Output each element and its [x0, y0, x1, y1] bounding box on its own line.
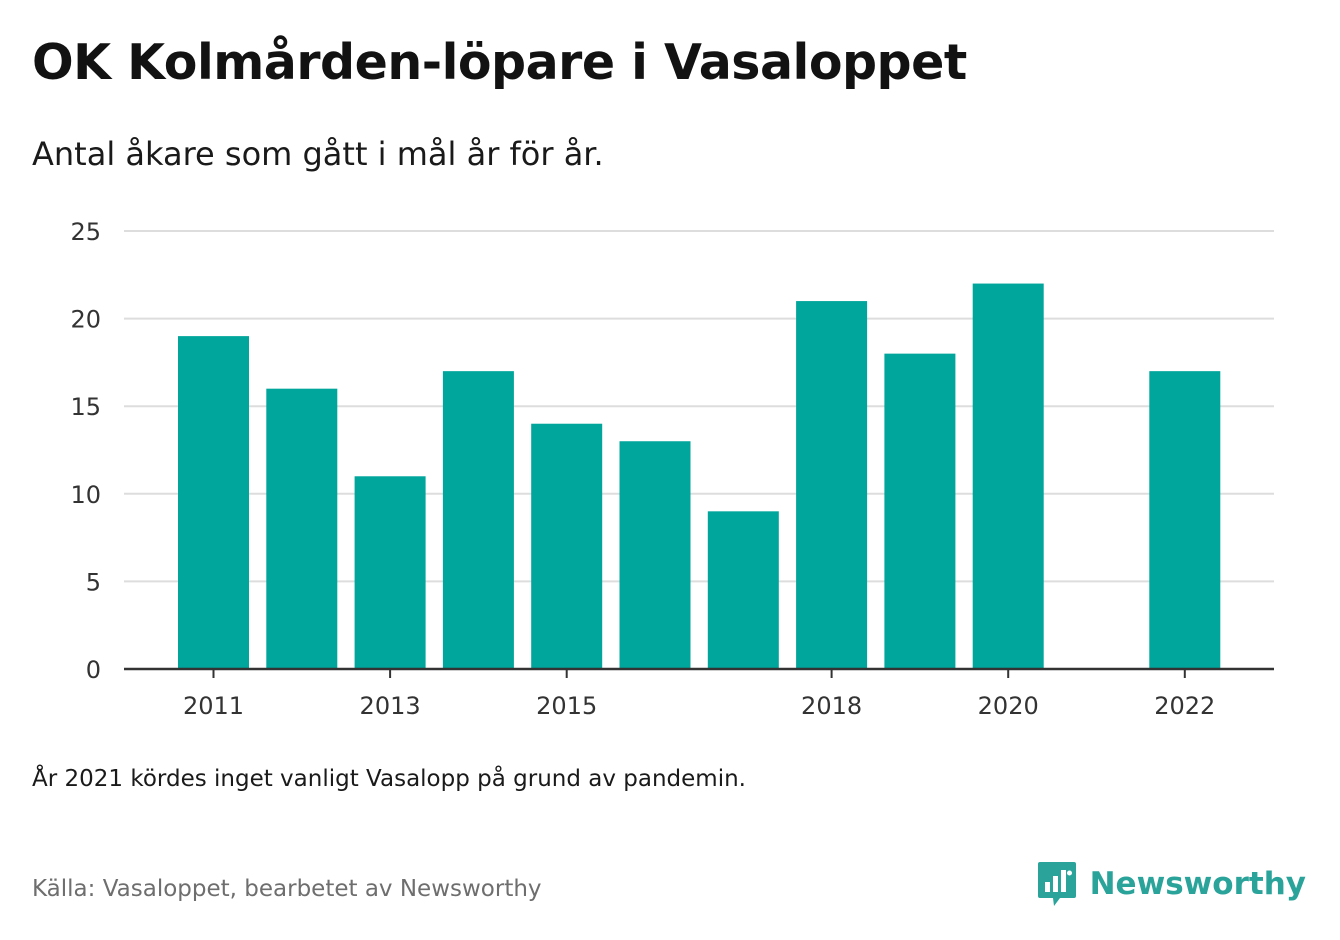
x-tick-label-2020: 2020: [978, 692, 1039, 720]
bar-2020: [972, 283, 1044, 669]
chart-subtitle: Antal åkare som gått i mål år för år.: [32, 135, 604, 173]
brand-logo: Newsworthy: [1036, 860, 1306, 908]
x-tick-label-2011: 2011: [183, 692, 244, 720]
bar-2019: [884, 353, 956, 669]
brand-name: Newsworthy: [1089, 866, 1306, 902]
bar-2011: [178, 336, 249, 669]
y-tick-label-20: 20: [70, 306, 101, 334]
x-tick-label-2022: 2022: [1154, 692, 1215, 720]
bar-2013: [354, 476, 426, 669]
chart-footnote: År 2021 kördes inget vanligt Vasalopp på…: [32, 766, 746, 792]
y-tick-label-0: 0: [86, 656, 101, 684]
bar-chart-speech-bubble-icon: [1037, 862, 1076, 906]
bar-2022: [1149, 371, 1221, 669]
bar-chart: 0 5 10 15 20 25 2011 2013 2015 2018 2020 2022: [70, 218, 1274, 720]
bar-2017: [707, 511, 779, 669]
x-tick-label-2018: 2018: [801, 692, 862, 720]
y-tick-label-5: 5: [86, 568, 101, 596]
y-tick-label-25: 25: [70, 218, 101, 246]
bar-2018: [796, 301, 868, 669]
x-tick-label-2013: 2013: [360, 692, 421, 720]
x-tick-label-2015: 2015: [536, 692, 597, 720]
bar-2012: [266, 388, 338, 669]
bar-2014: [442, 371, 514, 669]
bar-2015: [531, 423, 603, 669]
chart-title: OK Kolmården-löpare i Vasaloppet: [32, 34, 967, 91]
y-tick-label-10: 10: [70, 481, 101, 509]
y-tick-label-15: 15: [70, 393, 101, 421]
source-credit: Källa: Vasaloppet, bearbetet av Newswort…: [32, 876, 542, 902]
bar-2016: [619, 441, 691, 669]
